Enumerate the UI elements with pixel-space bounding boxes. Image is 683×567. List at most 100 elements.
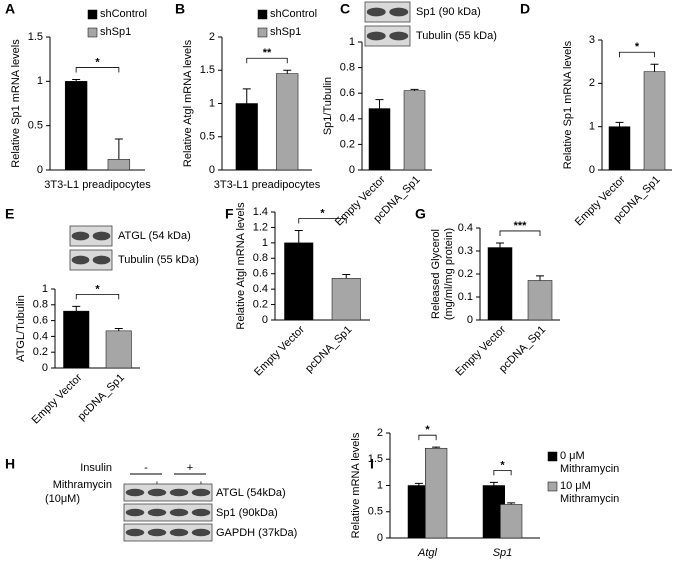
panel-label: D bbox=[520, 1, 530, 17]
y-tick-label: 1 bbox=[37, 75, 43, 87]
significance-label: * bbox=[320, 207, 325, 219]
error-bar bbox=[114, 138, 123, 160]
error-bar bbox=[410, 88, 419, 91]
y-axis-label: Relative Sp1 mRNA levels bbox=[10, 39, 22, 168]
blot-band bbox=[71, 255, 90, 265]
blot-band bbox=[169, 508, 189, 517]
blot-label: Tubulin (55 kDa) bbox=[118, 254, 199, 266]
y-tick-label: 0.3 bbox=[458, 245, 473, 257]
y-tick-label: 0.8 bbox=[340, 62, 355, 74]
panel-label: B bbox=[175, 1, 185, 17]
y-tick-label: 0 bbox=[349, 164, 355, 176]
bar bbox=[107, 159, 131, 171]
y-tick-label: 1.2 bbox=[253, 221, 268, 233]
panel-label: E bbox=[5, 206, 14, 222]
condition-sign: + bbox=[187, 462, 193, 474]
blot-label: Tubulin (55 kDa) bbox=[416, 30, 497, 42]
legend-entry: 0 μM Mithramycin bbox=[560, 450, 619, 475]
bar bbox=[276, 73, 299, 171]
significance-label: * bbox=[95, 283, 100, 295]
y-axis-label: Released Glycerol bbox=[430, 229, 442, 319]
legend-swatch bbox=[547, 481, 558, 492]
y-tick-label: 0.4 bbox=[458, 222, 473, 234]
y-tick-label: 0 bbox=[589, 164, 595, 176]
error-bar bbox=[72, 79, 81, 82]
legend-label: 10 μM Mithramycin bbox=[560, 480, 620, 505]
bar bbox=[500, 504, 523, 539]
bar bbox=[608, 126, 631, 171]
error-bar bbox=[294, 230, 303, 243]
blot-band bbox=[366, 7, 386, 17]
legend-swatch bbox=[87, 9, 98, 20]
significance-bracket bbox=[499, 230, 541, 236]
significance-bracket bbox=[619, 51, 655, 58]
y-tick-label: 0 bbox=[42, 362, 48, 374]
y-tick-label: 0 bbox=[467, 314, 473, 326]
significance-bracket bbox=[75, 67, 120, 73]
error-bar bbox=[342, 273, 351, 279]
blot-label: GAPDH (37kDa) bbox=[216, 527, 297, 539]
legend-swatch bbox=[547, 451, 558, 462]
blot-band bbox=[125, 528, 145, 537]
blot-label: ATGL (54 kDa) bbox=[118, 230, 191, 242]
y-axis-label: Sp1/Tubulin bbox=[322, 77, 334, 135]
bar bbox=[403, 90, 426, 171]
bar bbox=[235, 103, 258, 171]
significance-bracket bbox=[493, 469, 512, 476]
bar bbox=[643, 71, 666, 171]
significance-label: * bbox=[500, 459, 505, 471]
blot bbox=[123, 503, 213, 522]
y-tick-label: 0.4 bbox=[33, 330, 48, 342]
significance-bracket bbox=[298, 218, 347, 224]
legend-entry: shSp1 bbox=[100, 26, 131, 38]
y-axis-label: Relative Atgl mRNA levels bbox=[182, 39, 194, 167]
y-tick-label: 1 bbox=[377, 479, 383, 491]
bar bbox=[284, 242, 314, 321]
blot-band bbox=[169, 488, 189, 497]
bar bbox=[64, 81, 88, 171]
error-bar bbox=[432, 446, 441, 449]
blot-band bbox=[389, 31, 409, 41]
significance-label: * bbox=[425, 424, 430, 436]
blot-band bbox=[92, 231, 111, 241]
y-tick-label: 0.2 bbox=[340, 138, 355, 150]
blot bbox=[364, 1, 411, 23]
error-bar bbox=[414, 482, 423, 486]
significance-label: * bbox=[635, 41, 640, 53]
error-bar bbox=[375, 99, 384, 109]
blot bbox=[69, 249, 113, 271]
error-bar bbox=[242, 88, 251, 104]
legend-swatch bbox=[87, 27, 98, 38]
x-tick-label: Empty Vector bbox=[30, 371, 85, 426]
y-tick-label: 0.4 bbox=[253, 283, 268, 295]
y-tick-label: 0.5 bbox=[368, 506, 383, 518]
y-tick-label: 1 bbox=[349, 36, 355, 48]
bar bbox=[425, 447, 448, 539]
y-axis-label: Relative Atgl mRNA levels bbox=[235, 202, 247, 330]
condition-label: (10μM) bbox=[45, 493, 80, 505]
y-axis-label: Relative Sp1 mRNA levels bbox=[562, 40, 574, 169]
bar bbox=[331, 278, 361, 321]
y-tick-label: 1.4 bbox=[253, 206, 268, 218]
significance-label: ** bbox=[263, 47, 272, 59]
bar bbox=[368, 108, 391, 171]
error-bar bbox=[489, 481, 498, 486]
blot-band bbox=[125, 488, 145, 497]
legend-label: shSp1 bbox=[270, 26, 302, 38]
y-tick-label: 0 bbox=[37, 164, 43, 176]
y-axis-label: ATGL/Tubulin bbox=[15, 295, 27, 362]
legend-entry: shControl bbox=[100, 8, 148, 20]
y-tick-label: 1.5 bbox=[28, 31, 43, 43]
blot bbox=[123, 483, 213, 502]
y-tick-label: 1.5 bbox=[368, 453, 383, 465]
error-bar bbox=[114, 328, 123, 331]
blot-band bbox=[191, 508, 211, 517]
blot-band bbox=[147, 528, 167, 537]
legend-label: shControl bbox=[100, 8, 148, 20]
legend-swatch bbox=[257, 9, 268, 20]
y-axis-label: (mg/ml/mg protein) bbox=[443, 228, 455, 320]
y-tick-label: 0.8 bbox=[253, 252, 268, 264]
condition-label: Mithramycin bbox=[53, 479, 112, 491]
condition-label: Insulin bbox=[80, 462, 112, 474]
